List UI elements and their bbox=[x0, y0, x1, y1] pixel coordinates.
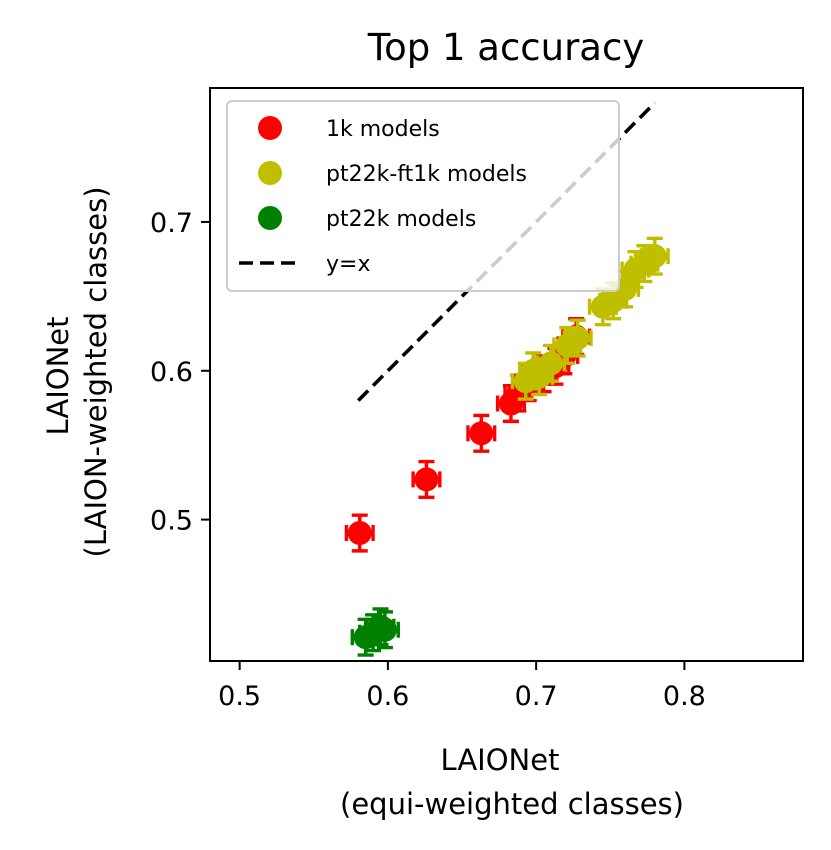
data-point bbox=[347, 521, 372, 546]
legend-box bbox=[226, 100, 620, 292]
plot-content bbox=[344, 101, 670, 657]
legend-marker-dot bbox=[258, 161, 282, 185]
data-point-group bbox=[562, 318, 593, 358]
data-point bbox=[642, 244, 667, 269]
legend-marker-dot bbox=[258, 116, 282, 140]
x-axis-label-line-2: (equi-weighted classes) bbox=[340, 787, 684, 821]
x-axis-label-line-1: LAIONet bbox=[441, 743, 560, 777]
legend-label: pt22k models bbox=[326, 207, 476, 232]
plot-area bbox=[344, 101, 670, 657]
x-tick-label: 0.8 bbox=[663, 681, 706, 712]
data-point bbox=[565, 326, 590, 351]
y-tick-label: 0.6 bbox=[150, 357, 193, 388]
data-point bbox=[372, 617, 397, 642]
y-axis-label-line-2: (LAION-weighted classes) bbox=[79, 186, 113, 557]
legend: 1k models pt22k-ft1k models pt22k models y=… bbox=[226, 100, 620, 292]
axes-frame bbox=[209, 87, 804, 662]
x-tick-label: 0.6 bbox=[366, 681, 409, 712]
data-point-group bbox=[639, 236, 670, 276]
legend-label: y=x bbox=[326, 252, 370, 277]
series-pt22k-ft1k-models bbox=[510, 236, 670, 401]
y-axis-label-line-1: LAIONet bbox=[41, 317, 75, 436]
data-point bbox=[538, 351, 563, 376]
x-tick-label: 0.5 bbox=[218, 681, 261, 712]
data-point-group bbox=[369, 610, 400, 650]
data-point-group bbox=[466, 413, 497, 453]
legend-marker-dot bbox=[258, 206, 282, 230]
legend-label: 1k models bbox=[326, 117, 440, 142]
data-point bbox=[469, 421, 494, 446]
chart-title: Top 1 accuracy bbox=[367, 26, 644, 69]
data-point-group bbox=[344, 513, 375, 553]
series-pt22k-models bbox=[350, 607, 400, 657]
data-point bbox=[414, 467, 439, 492]
legend-label: pt22k-ft1k models bbox=[326, 162, 527, 187]
axes: 0.5 0.6 0.7 0.8 0.5 0.6 0.7 bbox=[150, 87, 804, 712]
data-point-group bbox=[411, 459, 442, 499]
y-tick-label: 0.5 bbox=[150, 506, 193, 537]
y-tick-label: 0.7 bbox=[150, 208, 193, 239]
x-tick-label: 0.7 bbox=[515, 681, 558, 712]
